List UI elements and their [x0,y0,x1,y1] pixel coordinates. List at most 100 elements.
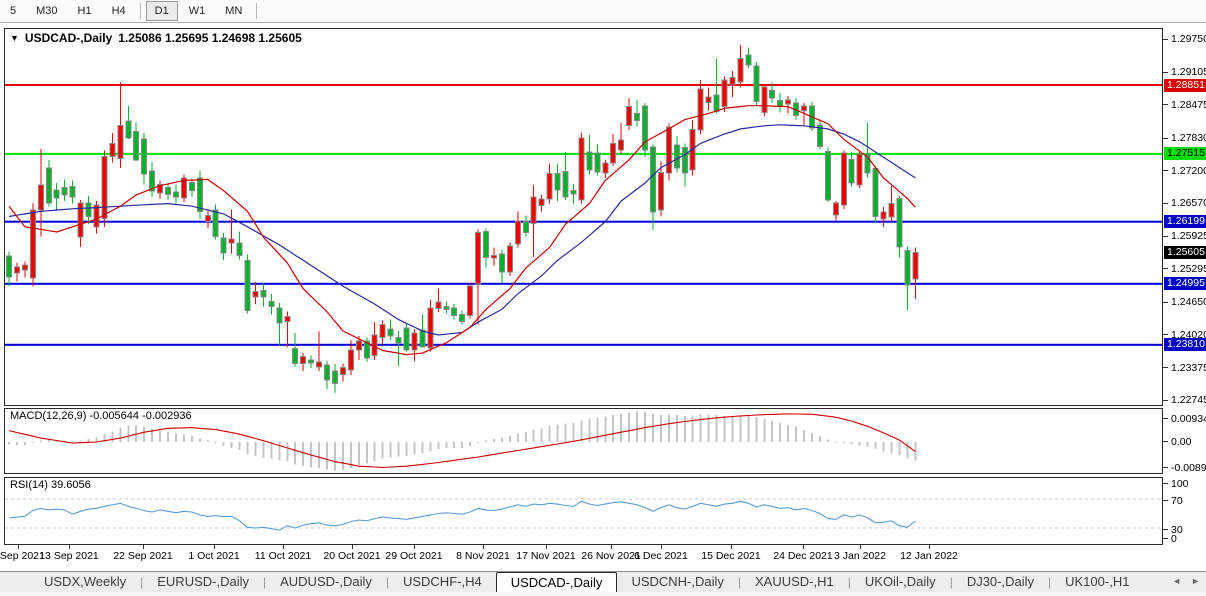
candle-body [13,266,20,274]
tab-separator: | [949,575,953,589]
toolbar-separator [256,3,258,19]
date-axis-label: 3 Sep 2021 [0,550,45,562]
macd-histogram-bar [127,425,130,442]
macd-histogram-bar [604,416,607,442]
chart-tab-ukoil-daily[interactable]: UKOil-,Daily [864,574,936,589]
candle-body [331,370,338,385]
price-level-badge: 1.23810 [1164,338,1206,351]
price-axis-label: 1.28475 [1171,99,1206,111]
chart-tab-eurusd-daily[interactable]: EURUSD-,Daily [157,574,249,589]
indicator-axis-label: -0.008905 [1171,461,1206,474]
chart-tab-dj30-daily[interactable]: DJ30-,Daily [966,574,1034,589]
date-axis-tick [352,545,353,549]
timeframe-button-5[interactable]: 5 [10,5,17,17]
timeframe-button-h1[interactable]: H1 [77,5,92,17]
macd-histogram-bar [898,442,901,456]
macd-histogram-bar [445,442,448,449]
candle-body [650,146,656,213]
macd-histogram-bar [636,411,639,442]
candle-body [634,112,641,122]
chart-tab-usdchf-h4[interactable]: USDCHF-,H4 [402,574,482,589]
tab-scroll-right-icon[interactable]: ► [1191,576,1200,586]
candle-body [475,232,482,285]
horizontal-level-line[interactable] [5,84,1162,86]
macd-chart-canvas[interactable] [5,409,1162,473]
candle-body [769,89,776,99]
candle-body [554,173,561,191]
price-axis-label: 1.24650 [1171,296,1206,308]
candle-body [316,361,323,368]
candle-body [514,220,521,245]
macd-histogram-bar [389,442,392,458]
chart-tab-audusd-daily[interactable]: AUDUSD-,Daily [280,574,372,589]
candle-body [204,215,211,223]
macd-histogram-bar [318,442,321,469]
chart-tab-usdcad-daily[interactable]: USDCAD-,Daily [495,572,618,592]
tab-scroll-left-icon[interactable]: ◄ [1172,576,1182,586]
macd-histogram-bar [485,440,487,442]
candlestick-chart-canvas[interactable] [5,29,1162,405]
horizontal-level-line[interactable] [5,220,1162,223]
horizontal-level-line[interactable] [5,282,1162,285]
candle-body [880,211,887,220]
timeframe-button-w1[interactable]: W1 [188,5,206,17]
price-axis[interactable]: 1.29750 1.29105 1.28475 1.27830 1.27200 1.265… [1163,28,1206,545]
fast-ma-line[interactable] [8,105,916,356]
candle-body [149,170,156,192]
horizontal-level-line[interactable] [5,343,1162,346]
macd-histogram-bar [620,413,623,442]
macd-histogram-bar [492,439,495,442]
timeframe-button-m30[interactable]: M30 [36,5,58,17]
date-axis-label: 12 Jan 2022 [900,550,958,562]
tab-separator: | [140,575,144,589]
chart-tab-xauusd-h1[interactable]: XAUUSD-,H1 [755,574,834,589]
main-price-chart[interactable] [4,28,1163,406]
macd-histogram-bar [556,424,559,442]
price-axis-label: 1.27200 [1171,165,1206,177]
rsi-indicator-panel[interactable] [4,477,1163,545]
timeframe-button-d1[interactable]: D1 [145,1,178,21]
candle-body [6,255,12,278]
symbol-dropdown-icon[interactable]: ▼ [10,33,19,43]
macd-histogram-bar [47,439,50,442]
date-axis-label: 8 Nov 2021 [456,550,510,562]
candle-body [379,324,386,339]
macd-histogram-bar [755,417,758,442]
macd-histogram-bar [795,426,798,442]
chart-tab-usdx-weekly[interactable]: USDX,Weekly [44,574,127,589]
candle-body [173,191,179,198]
candle-body [419,329,426,348]
macd-histogram-bar [675,414,678,442]
chart-tab-uk100-h1[interactable]: UK100-,H1 [1065,574,1130,589]
macd-histogram-bar [222,442,225,447]
candle-body [300,356,307,364]
indicator-axis-label: 0.00 [1171,435,1192,448]
candle-body [53,189,60,199]
candle-body [355,340,362,351]
macd-histogram-bar [818,436,821,442]
macd-histogram-bar [826,439,829,442]
chart-tab-usdcnh-daily[interactable]: USDCNH-,Daily [631,574,724,589]
indicator-axis-tick [1163,418,1168,419]
indicator-axis-label: 0.009345 [1171,412,1206,425]
candle-body [753,65,760,103]
macd-indicator-panel[interactable] [4,408,1163,474]
candle-body [244,259,251,311]
candle-body [737,57,744,83]
price-axis-tick [1163,138,1168,139]
macd-histogram-bar [715,414,718,442]
indicator-axis-tick [1163,538,1168,539]
timeframe-button-mn[interactable]: MN [225,5,243,17]
macd-histogram-bar [175,433,177,442]
macd-histogram-bar [151,428,154,442]
timeframe-button-h4[interactable]: H4 [111,5,126,17]
rsi-chart-canvas[interactable] [5,478,1162,544]
date-axis-label: 11 Oct 2021 [254,550,312,562]
macd-histogram-bar [397,442,400,457]
candle-body [713,94,720,112]
macd-histogram-bar [548,425,551,442]
macd-histogram-bar [190,435,193,442]
macd-histogram-bar [508,435,511,442]
